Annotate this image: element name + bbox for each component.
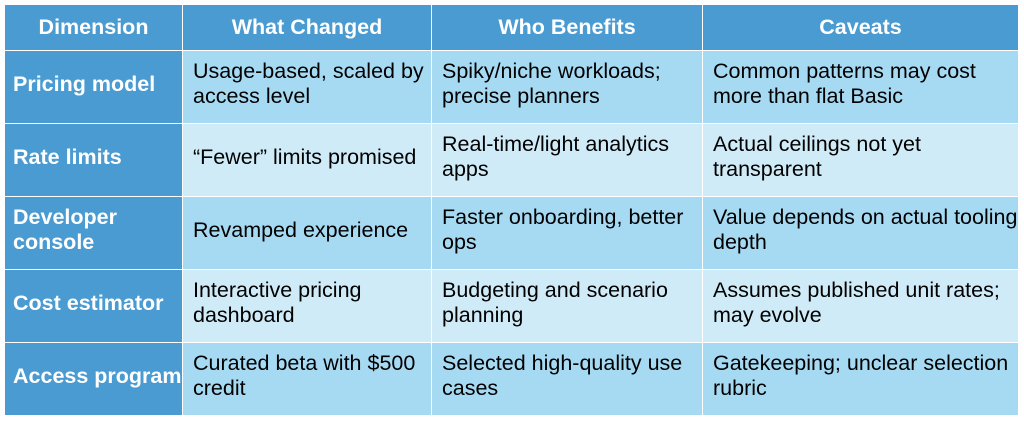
dimension-cell: Developer console [4, 196, 183, 270]
who-benefits-text: Selected high-quality use cases [442, 351, 683, 400]
table-row: Rate limits “Fewer” limits promised Real… [4, 123, 1019, 197]
who-benefits-cell: Real-time/light analytics apps [431, 123, 703, 197]
who-benefits-cell: Spiky/niche workloads; precise planners [431, 50, 703, 124]
caveats-text: Common patterns may cost more than flat … [713, 59, 976, 108]
dimension-text: Cost estimator [13, 290, 164, 315]
who-benefits-text: Spiky/niche workloads; precise planners [442, 59, 661, 108]
table-row: Pricing model Usage-based, scaled by acc… [4, 50, 1019, 124]
table-row: Access program Curated beta with $500 cr… [4, 342, 1019, 416]
table-row: Cost estimator Interactive pricing dashb… [4, 269, 1019, 343]
caveats-cell: Common patterns may cost more than flat … [702, 50, 1019, 124]
header-caveats: Caveats [702, 4, 1019, 51]
header-row: Dimension What Changed Who Benefits Cave… [4, 4, 1019, 51]
caveats-text: Gatekeeping; unclear selection rubric [713, 351, 1009, 400]
dimension-text: Pricing model [13, 71, 156, 96]
dimension-text: Developer console [13, 205, 117, 254]
what-changed-text: “Fewer” limits promised [193, 144, 417, 169]
header-who-benefits: Who Benefits [431, 4, 703, 51]
header-what-changed: What Changed [182, 4, 432, 51]
dimension-text: Access program [13, 363, 182, 388]
what-changed-text: Interactive pricing dashboard [193, 278, 362, 327]
header-dimension: Dimension [4, 4, 183, 51]
comparison-table: Dimension What Changed Who Benefits Cave… [4, 4, 1019, 416]
what-changed-text: Curated beta with $500 credit [193, 351, 416, 400]
table-row: Developer console Revamped experience Fa… [4, 196, 1019, 270]
who-benefits-text: Real-time/light analytics apps [442, 132, 670, 181]
dimension-text: Rate limits [13, 144, 122, 169]
who-benefits-text: Faster onboarding, better ops [442, 205, 684, 254]
caveats-text: Value depends on actual tooling depth [713, 205, 1018, 254]
dimension-cell: Rate limits [4, 123, 183, 197]
caveats-text: Actual ceilings not yet transparent [713, 132, 921, 181]
dimension-cell: Cost estimator [4, 269, 183, 343]
what-changed-cell: Interactive pricing dashboard [182, 269, 432, 343]
what-changed-cell: Revamped experience [182, 196, 432, 270]
who-benefits-cell: Faster onboarding, better ops [431, 196, 703, 270]
who-benefits-cell: Selected high-quality use cases [431, 342, 703, 416]
what-changed-cell: “Fewer” limits promised [182, 123, 432, 197]
what-changed-cell: Usage-based, scaled by access level [182, 50, 432, 124]
caveats-cell: Gatekeeping; unclear selection rubric [702, 342, 1019, 416]
who-benefits-text: Budgeting and scenario planning [442, 278, 668, 327]
what-changed-text: Usage-based, scaled by access level [193, 59, 424, 108]
what-changed-text: Revamped experience [193, 217, 409, 242]
who-benefits-cell: Budgeting and scenario planning [431, 269, 703, 343]
what-changed-cell: Curated beta with $500 credit [182, 342, 432, 416]
caveats-text: Assumes published unit rates; may evolve [713, 278, 1000, 327]
dimension-cell: Access program [4, 342, 183, 416]
dimension-cell: Pricing model [4, 50, 183, 124]
caveats-cell: Assumes published unit rates; may evolve [702, 269, 1019, 343]
caveats-cell: Actual ceilings not yet transparent [702, 123, 1019, 197]
caveats-cell: Value depends on actual tooling depth [702, 196, 1019, 270]
